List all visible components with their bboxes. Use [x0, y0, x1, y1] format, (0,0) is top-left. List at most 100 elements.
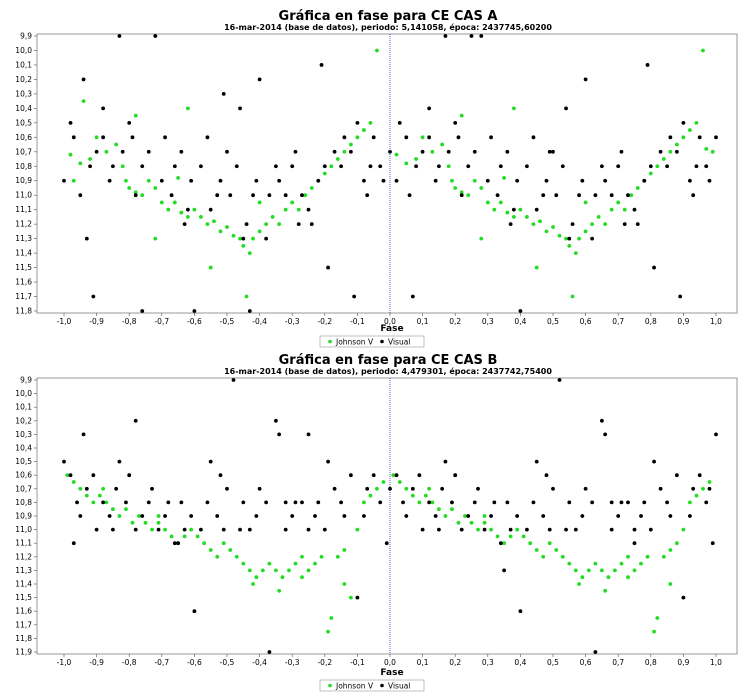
b-x-tick-label: -0,9: [89, 658, 104, 667]
a-x-tick-label: -1,0: [57, 317, 72, 326]
b-point-johnson-v: [124, 507, 128, 512]
a-point-visual: [84, 236, 89, 241]
a-y-tick-label: 11,1: [15, 205, 32, 214]
b-point-visual: [257, 486, 262, 491]
chart-b-x-axis-label: Fase: [380, 668, 403, 678]
b-point-johnson-v: [674, 541, 679, 546]
a-point-visual: [140, 164, 145, 169]
b-point-johnson-v: [489, 527, 493, 532]
b-point-visual: [600, 418, 604, 423]
b-point-johnson-v: [528, 541, 533, 546]
b-y-tick-label: 11,5: [15, 593, 32, 602]
b-point-visual: [218, 473, 223, 478]
a-point-johnson-v: [609, 207, 614, 212]
a-point-visual: [531, 135, 536, 140]
b-point-visual: [84, 486, 89, 491]
b-y-tick-label: 11,4: [15, 580, 32, 589]
b-point-johnson-v: [101, 486, 106, 491]
b-point-visual: [117, 459, 122, 464]
a-point-johnson-v: [459, 190, 464, 195]
b-point-johnson-v: [502, 541, 506, 546]
b-point-johnson-v: [560, 554, 565, 559]
b-point-visual: [688, 514, 692, 518]
a-point-visual: [352, 294, 357, 299]
a-point-visual: [583, 77, 588, 82]
b-point-johnson-v: [469, 520, 474, 525]
b-point-visual: [156, 527, 161, 532]
b-point-visual: [274, 418, 278, 423]
a-point-visual: [277, 178, 282, 183]
b-point-visual: [551, 486, 555, 491]
a-point-johnson-v: [583, 229, 588, 234]
a-point-visual: [541, 193, 546, 198]
b-point-johnson-v: [104, 500, 109, 505]
a-x-tick-label: 0,1: [417, 317, 429, 326]
a-point-johnson-v: [498, 200, 503, 205]
a-point-visual: [485, 178, 490, 183]
b-point-johnson-v: [381, 480, 386, 484]
a-point-visual: [78, 193, 83, 198]
a-point-johnson-v: [511, 215, 516, 219]
a-point-visual: [688, 178, 692, 183]
b-point-visual: [133, 418, 138, 423]
a-point-johnson-v: [231, 233, 236, 238]
a-point-visual: [707, 178, 712, 183]
a-point-visual: [525, 164, 529, 169]
a-point-johnson-v: [420, 135, 425, 140]
b-point-visual: [371, 473, 376, 478]
b-x-tick-label: -0,8: [122, 658, 137, 667]
b-point-visual: [564, 527, 568, 532]
b-point-visual: [508, 527, 513, 532]
a-point-visual: [163, 135, 167, 140]
a-point-johnson-v: [238, 236, 242, 241]
b-point-visual: [189, 514, 194, 518]
b-point-johnson-v: [293, 561, 298, 566]
b-point-visual: [466, 514, 471, 518]
b-point-visual: [225, 486, 229, 491]
a-point-johnson-v: [322, 171, 327, 176]
a-point-johnson-v: [466, 193, 471, 198]
b-point-visual: [238, 527, 242, 532]
a-point-visual: [355, 120, 360, 125]
b-point-visual: [101, 500, 106, 505]
a-point-visual: [185, 207, 190, 212]
b-point-visual: [163, 514, 167, 518]
a-y-tick-label: 10,9: [15, 176, 32, 185]
chart-b-legend-johnson-marker: [328, 683, 332, 688]
b-point-johnson-v: [111, 507, 115, 512]
a-point-johnson-v: [133, 113, 138, 118]
a-point-johnson-v: [218, 229, 223, 234]
b-point-visual: [609, 527, 614, 532]
a-y-tick-label: 11,2: [15, 220, 32, 229]
a-point-visual: [371, 135, 376, 140]
a-point-visual: [600, 164, 604, 169]
b-point-johnson-v: [626, 554, 630, 559]
a-point-visual: [498, 164, 503, 169]
b-point-johnson-v: [508, 534, 513, 539]
b-point-johnson-v: [169, 534, 174, 539]
b-point-visual: [306, 527, 311, 532]
b-point-visual: [313, 514, 317, 518]
b-point-johnson-v: [306, 568, 311, 573]
b-point-visual: [410, 486, 415, 491]
a-point-visual: [427, 135, 432, 140]
b-y-tick-label: 11,3: [15, 566, 32, 575]
b-point-visual: [632, 527, 637, 532]
b-point-johnson-v: [541, 554, 546, 559]
b-x-tick-label: 0,6: [580, 658, 592, 667]
a-point-johnson-v: [622, 207, 627, 212]
a-point-visual: [257, 77, 262, 82]
b-point-johnson-v: [515, 527, 520, 532]
b-point-johnson-v: [655, 616, 660, 620]
b-y-tick-label: 11,0: [15, 525, 32, 534]
a-point-johnson-v: [567, 243, 572, 248]
b-point-johnson-v: [707, 480, 712, 484]
b-point-johnson-v: [189, 527, 194, 532]
b-point-johnson-v: [547, 541, 552, 546]
b-point-johnson-v: [202, 541, 207, 546]
a-point-visual: [564, 106, 568, 111]
b-point-visual: [316, 500, 321, 505]
b-point-visual: [75, 500, 79, 505]
a-y-tick-label: 9,9: [20, 32, 32, 41]
b-point-johnson-v: [254, 575, 259, 580]
